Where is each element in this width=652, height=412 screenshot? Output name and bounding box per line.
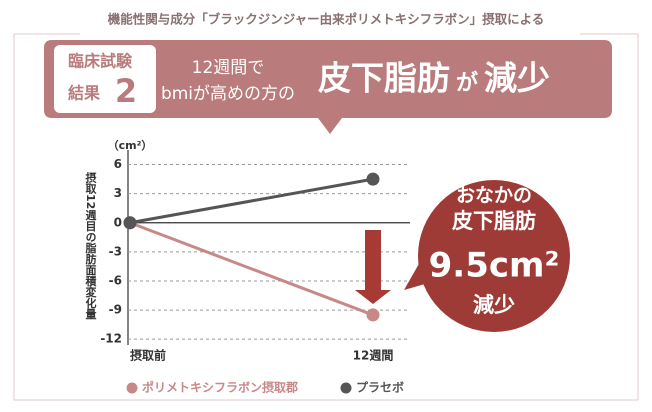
point — [123, 216, 137, 230]
callout-text: 減少 — [473, 293, 515, 317]
callout-text: おなかの — [456, 185, 532, 207]
y-tick-label: -6 — [109, 273, 122, 287]
headline-particle: が — [456, 70, 478, 96]
y-tick-label: 0 — [114, 215, 122, 229]
banner-text: bmiが高めの方の — [161, 84, 295, 104]
legend-marker — [126, 382, 138, 394]
x-tick-label: 12週間 — [353, 348, 394, 363]
legend-label: プラセボ — [356, 380, 404, 395]
point — [366, 308, 380, 322]
line — [129, 177, 374, 225]
banner — [44, 40, 612, 134]
y-tick-label: 3 — [114, 186, 122, 200]
y-unit: （cm²） — [108, 139, 153, 152]
banner-text: 12週間で — [192, 58, 265, 78]
legend-label: ポリメトキシフラボン摂取郡 — [142, 380, 298, 395]
badge-text: 結果 — [68, 84, 100, 103]
y-tick-label: -12 — [100, 332, 122, 346]
badge-text: 臨床試験 — [68, 52, 133, 71]
x-tick-label: 摂取前 — [130, 348, 166, 363]
callout — [418, 180, 570, 332]
y-tick-label: 6 — [114, 157, 122, 171]
y-tick-label: -9 — [109, 303, 122, 317]
badge-number: 2 — [115, 72, 137, 110]
callout-text: 皮下脂肪 — [452, 209, 536, 233]
headline: 皮下脂肪 — [318, 59, 450, 98]
arrow — [355, 230, 391, 304]
headline-verb: 減少 — [484, 59, 550, 98]
legend-marker — [340, 382, 352, 394]
callout-amount: 9.5cm² — [429, 246, 560, 286]
header-bg — [80, 6, 580, 38]
header: 機能性関与成分「ブラックジンジャー由来ポリメトキシフラボン」摂取による — [108, 12, 545, 27]
line — [129, 221, 374, 317]
y-axis-label: 摂取12週目の脂肪面積変化量 — [84, 172, 97, 320]
badge — [54, 45, 156, 113]
y-tick-label: -3 — [109, 244, 122, 258]
point — [366, 172, 380, 186]
